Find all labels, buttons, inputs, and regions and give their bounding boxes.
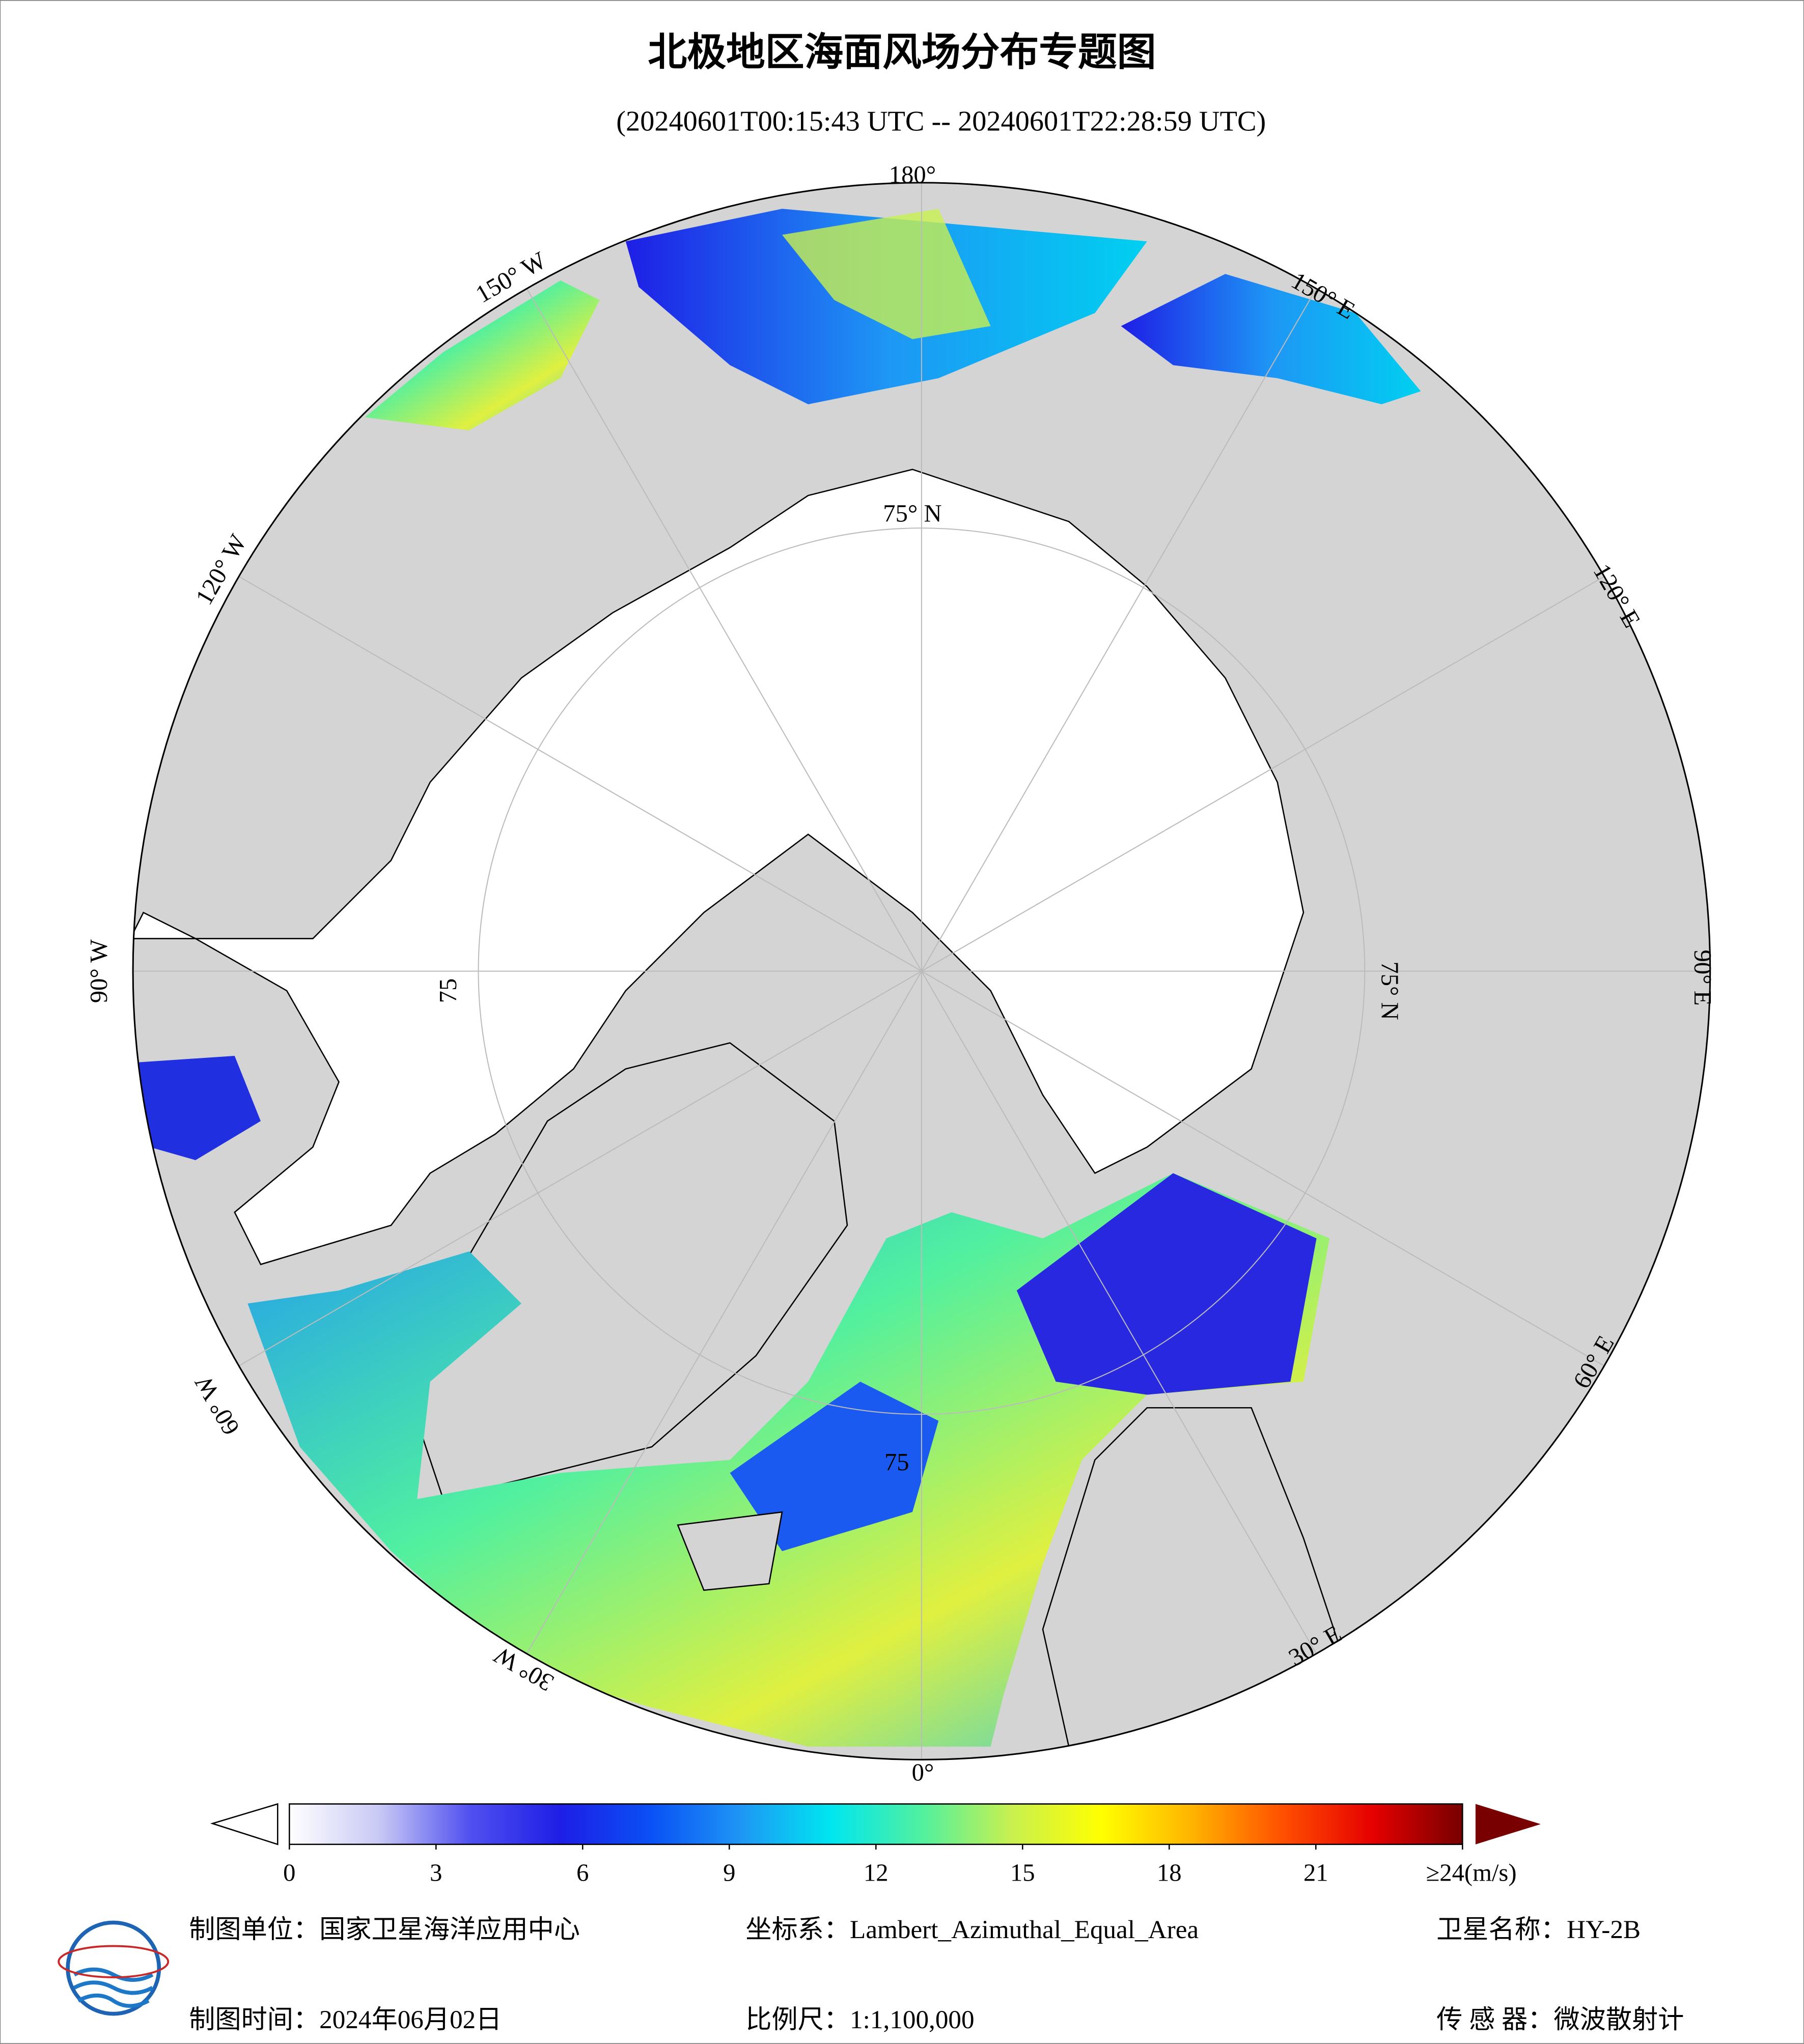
map-subtitle: (20240601T00:15:43 UTC -- 20240601T22:28… [616,105,1266,137]
lon-label: 0° [912,1758,934,1786]
wind-field [136,1056,261,1160]
colorbar-scale [289,1803,1463,1845]
colorbar-high-arrow [1475,1804,1541,1844]
colorbar-tick-label: 15 [1010,1859,1035,1887]
wind-field [1016,1173,1317,1395]
footer-satellite: 卫星名称：HY-2B [1436,1915,1641,1944]
lat-label: 75 [434,978,462,1003]
colorbar: 0 3 6 9 12 15 18 21 ≥24(m/s) [210,1803,1541,1887]
wind-field [730,1382,939,1551]
wind-field [782,209,991,340]
iceland [677,1511,783,1591]
colorbar-tick-label: ≥24(m/s) [1426,1859,1517,1887]
latitude-labels: 75° N 75° N 75 75 [434,499,1404,1476]
wind-field [365,280,600,431]
footer-sensor: 传 感 器：微波散射计 [1436,2005,1684,2034]
map-area [133,182,1710,1760]
footer-scale: 比例尺：1:1,100,000 [745,2005,974,2034]
map-title: 北极地区海面风场分布专题图 [648,30,1156,75]
logo [58,1920,170,2016]
lon-label: 90° W [85,939,113,1003]
sea-ice [133,468,1305,1266]
colorbar-tick-label: 9 [723,1859,735,1887]
colorbar-tick-label: 18 [1157,1859,1182,1887]
footer-unit: 制图单位：国家卫星海洋应用中心 [189,1915,580,1944]
footer-date: 制图时间：2024年06月02日 [189,2005,502,2034]
lon-label: 180° [889,161,936,188]
lat-label: 75° N [883,499,941,527]
colorbar-tick-label: 0 [283,1859,295,1887]
lon-label: 90° E [1689,949,1716,1005]
footer-projection: 坐标系：Lambert_Azimuthal_Equal_Area [745,1915,1199,1944]
wind-field [1121,274,1421,405]
lat-label: 75 [884,1448,909,1476]
graticule [133,182,1710,1760]
lat-label: 75° N [1376,961,1404,1020]
colorbar-tick-label: 12 [864,1859,889,1887]
colorbar-tick-label: 21 [1303,1859,1328,1887]
colorbar-tick-label: 6 [576,1859,589,1887]
map-border [132,182,1711,1760]
colorbar-low-arrow [210,1803,279,1845]
colorbar-tick-label: 3 [430,1859,442,1887]
